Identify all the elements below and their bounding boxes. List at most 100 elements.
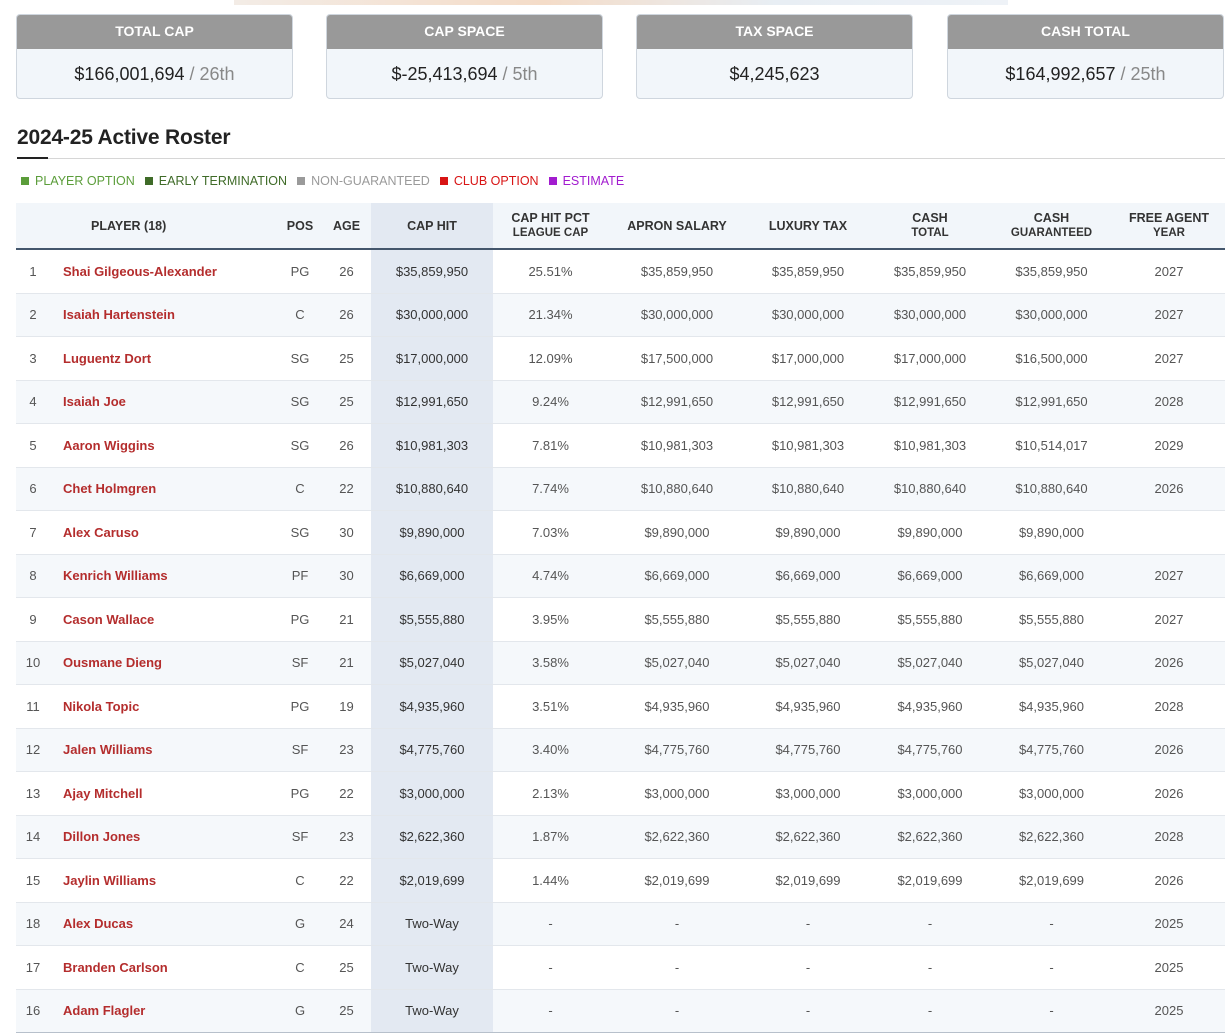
cell-text: $2,622,360 xyxy=(644,829,710,845)
player-row: 4 Isaiah Joe SG 25 $12,991,650 9.24% $12,991,6… xyxy=(16,380,1225,424)
cell-text: $5,027,040 xyxy=(644,655,710,671)
table-cell: $17,000,000 xyxy=(870,336,990,381)
table-cell: 4.74% xyxy=(493,554,608,598)
table-cell: $30,000,000 xyxy=(746,293,870,337)
table-cell: C xyxy=(278,858,322,903)
cell-text: 23 xyxy=(339,742,354,758)
table-cell: $35,859,950 xyxy=(371,249,493,294)
cell-text: $10,880,640 xyxy=(893,481,967,497)
cell-text: $12,991,650 xyxy=(395,394,469,410)
player-name[interactable]: Shai Gilgeous-Alexander xyxy=(63,263,217,279)
table-cell: SF xyxy=(278,641,322,685)
card-rank: / 25th xyxy=(1120,64,1166,84)
cell-text: C xyxy=(295,481,305,497)
cell-text: $3,000,000 xyxy=(1018,785,1085,801)
cell-text: $6,669,000 xyxy=(775,568,841,584)
cell-text: $6,669,000 xyxy=(897,568,963,584)
cell-text: 2025 xyxy=(1154,916,1184,932)
column-header: FREE AGENT YEAR xyxy=(1113,203,1225,250)
cell-text: SG xyxy=(290,394,310,410)
legend-item: ESTIMATE xyxy=(548,173,625,189)
player-row: 13 Ajay Mitchell PG 22 $3,000,000 2.13% $3,000… xyxy=(16,771,1225,816)
player-name[interactable]: Luguentz Dort xyxy=(63,350,152,366)
table-cell: $3,000,000 xyxy=(371,771,493,816)
cell-text: 3.95% xyxy=(532,611,569,627)
table-cell: $4,935,960 xyxy=(608,684,746,729)
table-cell: $35,859,950 xyxy=(870,249,990,294)
table-cell: 30 xyxy=(322,554,371,598)
cell-text: $12,991,650 xyxy=(893,394,967,410)
player-name[interactable]: Cason Wallace xyxy=(63,611,155,627)
player-name[interactable]: Isaiah Joe xyxy=(63,394,126,410)
header-text: TOTAL xyxy=(911,227,949,239)
cell-text: - xyxy=(674,916,680,932)
roster-table: PLAYER (18) POS AGE CAP HIT CAP HIT PCT LEAGU… xyxy=(16,203,1225,1033)
player-row: 5 Aaron Wiggins SG 26 $10,981,303 7.81% $10,98… xyxy=(16,423,1225,468)
cell-text: - xyxy=(548,959,553,975)
card-body: $-25,413,694/ 5th xyxy=(327,49,602,98)
cell-text: $4,935,960 xyxy=(399,698,465,714)
legend-label: CLUB OPTION xyxy=(453,174,539,188)
player-name[interactable]: Adam Flagler xyxy=(63,1003,146,1019)
table-cell: $17,500,000 xyxy=(608,336,746,381)
legend-item: NON-GUARANTEED xyxy=(297,173,430,189)
cell-text: 26 xyxy=(339,437,354,453)
cell-text: 12.09% xyxy=(528,350,573,366)
table-cell: 2025 xyxy=(1113,902,1225,946)
player-name[interactable]: Alex Ducas xyxy=(63,916,134,932)
cell-text: $4,775,760 xyxy=(775,742,841,758)
card-body: $166,001,694/ 26th xyxy=(17,49,292,98)
table-cell: 3.58% xyxy=(493,641,608,685)
table-cell: 23 xyxy=(322,728,371,772)
player-cell: Ajay Mitchell xyxy=(50,771,278,816)
player-name[interactable]: Chet Holmgren xyxy=(63,481,157,497)
player-name[interactable]: Ajay Mitchell xyxy=(63,785,143,801)
cell-text: 7.81% xyxy=(532,437,569,453)
table-cell: $3,000,000 xyxy=(608,771,746,816)
cell-text: $6,669,000 xyxy=(399,568,465,584)
cell-text: SG xyxy=(290,350,310,366)
cell-text: - xyxy=(1049,959,1054,975)
player-name[interactable]: Aaron Wiggins xyxy=(63,437,155,453)
player-name[interactable]: Nikola Topic xyxy=(63,698,140,714)
table-cell: $4,935,960 xyxy=(870,684,990,729)
player-cell: Branden Carlson xyxy=(50,945,278,990)
player-name[interactable]: Isaiah Hartenstein xyxy=(63,307,175,323)
cell-text: $2,019,699 xyxy=(897,872,963,888)
player-name[interactable]: Kenrich Williams xyxy=(63,568,168,584)
table-cell: 6 xyxy=(16,467,50,511)
player-row: 10 Ousmane Dieng SF 21 $5,027,040 3.58% $5,027… xyxy=(16,641,1225,685)
cell-text: - xyxy=(927,1003,933,1019)
cell-text: $5,555,880 xyxy=(399,611,465,627)
table-cell: 2028 xyxy=(1113,380,1225,424)
cell-text: C xyxy=(295,959,305,975)
summary-card: CAP SPACE $-25,413,694/ 5th xyxy=(326,14,603,99)
table-cell: 22 xyxy=(322,771,371,816)
player-name[interactable]: Jalen Williams xyxy=(63,742,153,758)
cell-text: $6,669,000 xyxy=(1018,568,1085,584)
cell-text: SG xyxy=(290,437,310,453)
table-cell: 2026 xyxy=(1113,858,1225,903)
cell-text: 2027 xyxy=(1154,263,1184,279)
cell-text: $17,000,000 xyxy=(893,350,967,366)
player-row: 7 Alex Caruso SG 30 $9,890,000 7.03% $9,890,00… xyxy=(16,510,1225,555)
cell-text: $2,622,360 xyxy=(399,829,465,845)
cell-text: $5,555,880 xyxy=(1018,611,1085,627)
player-name[interactable]: Alex Caruso xyxy=(63,524,139,540)
legend-label: ESTIMATE xyxy=(562,174,625,188)
table-cell: SG xyxy=(278,380,322,424)
table-cell: PG xyxy=(278,684,322,729)
column-header: CAP HIT PCT LEAGUE CAP xyxy=(493,203,608,250)
player-name[interactable]: Dillon Jones xyxy=(63,829,141,845)
table-cell: 26 xyxy=(322,293,371,337)
cell-text: 2026 xyxy=(1154,742,1184,758)
cell-text: $10,981,303 xyxy=(771,437,845,453)
legend-swatch xyxy=(144,177,153,185)
player-name[interactable]: Jaylin Williams xyxy=(63,872,157,888)
cell-text: $30,000,000 xyxy=(640,307,714,323)
cell-text: 3.40% xyxy=(532,742,569,758)
player-name[interactable]: Branden Carlson xyxy=(63,959,168,975)
cell-text: $3,000,000 xyxy=(644,785,710,801)
cell-text: $17,000,000 xyxy=(395,350,469,366)
player-name[interactable]: Ousmane Dieng xyxy=(63,655,162,671)
